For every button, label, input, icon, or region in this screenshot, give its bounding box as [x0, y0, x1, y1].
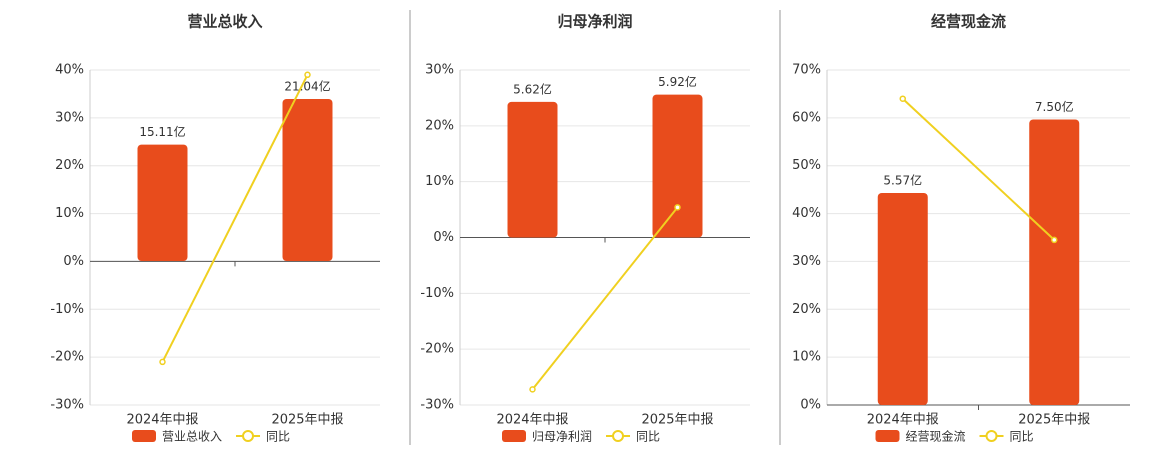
bar — [507, 101, 558, 238]
y-tick-label: 10% — [792, 350, 821, 365]
y-tick-label: -30% — [50, 398, 84, 413]
y-tick-label: 10% — [55, 206, 84, 221]
legend-swatch — [612, 430, 625, 442]
legend-swatch — [985, 430, 998, 442]
y-tick-label: -20% — [50, 350, 84, 365]
y-tick-label: 60% — [792, 110, 821, 125]
legend-swatch — [242, 430, 255, 442]
y-tick-label: 40% — [792, 206, 821, 221]
y-tick-label: 50% — [792, 158, 821, 173]
data-label: 5.62亿 — [513, 81, 552, 96]
line-point — [304, 71, 311, 79]
legend-label: 经营现金流 — [906, 429, 966, 444]
y-tick-label: 30% — [425, 63, 454, 78]
y-tick-label: -20% — [420, 342, 454, 357]
legend-swatch — [132, 430, 156, 442]
line — [531, 206, 679, 390]
x-tick-label: 2024年中报 — [867, 413, 939, 428]
line-point — [529, 386, 536, 393]
bar — [652, 94, 703, 238]
y-tick-label: -30% — [420, 398, 454, 413]
y-tick-label: 30% — [55, 110, 84, 125]
y-tick-label: 40% — [55, 63, 84, 78]
legend-label: 同比 — [636, 430, 660, 444]
line-point — [899, 95, 906, 102]
line-point — [159, 358, 166, 366]
legend-label: 归母净利润 — [532, 430, 592, 444]
y-tick-label: 20% — [425, 118, 454, 133]
x-tick-label: 2025年中报 — [271, 413, 343, 428]
y-tick-label: 10% — [425, 174, 454, 189]
chart-title: 经营现金流 — [931, 13, 1006, 31]
chart-title: 归母净利润 — [557, 13, 632, 31]
legend-swatch — [502, 430, 526, 442]
x-tick-label: 2025年中报 — [1018, 413, 1090, 428]
y-tick-label: 30% — [792, 254, 821, 269]
data-label: 21.04亿 — [284, 78, 330, 93]
legend-label: 同比 — [266, 430, 290, 444]
line — [161, 74, 309, 363]
x-tick-label: 2024年中报 — [496, 413, 568, 428]
y-tick-label: -10% — [50, 302, 84, 317]
chart-title: 营业总收入 — [187, 13, 262, 31]
data-label: 5.57亿 — [883, 172, 922, 187]
y-tick-label: 0% — [63, 254, 84, 269]
bar — [1029, 119, 1080, 405]
y-tick-label: 70% — [792, 63, 821, 78]
data-label: 7.50亿 — [1035, 99, 1074, 114]
legend-swatch — [875, 430, 900, 442]
line-point — [674, 204, 681, 211]
legend-label: 同比 — [1010, 430, 1034, 444]
y-tick-label: 0% — [433, 230, 454, 245]
data-label: 15.11亿 — [139, 124, 185, 139]
line — [902, 97, 1055, 241]
bar — [282, 98, 333, 261]
y-tick-label: 20% — [792, 302, 821, 317]
x-tick-label: 2024年中报 — [126, 413, 198, 428]
data-label: 5.92亿 — [658, 74, 697, 89]
x-tick-label: 2025年中报 — [641, 413, 713, 428]
legend-label: 营业总收入 — [162, 430, 222, 444]
y-tick-label: 0% — [800, 398, 821, 413]
y-tick-label: -10% — [420, 286, 454, 301]
bar — [877, 192, 928, 405]
bar — [137, 144, 188, 261]
y-tick-label: 20% — [55, 158, 84, 173]
line-point — [1051, 236, 1058, 244]
